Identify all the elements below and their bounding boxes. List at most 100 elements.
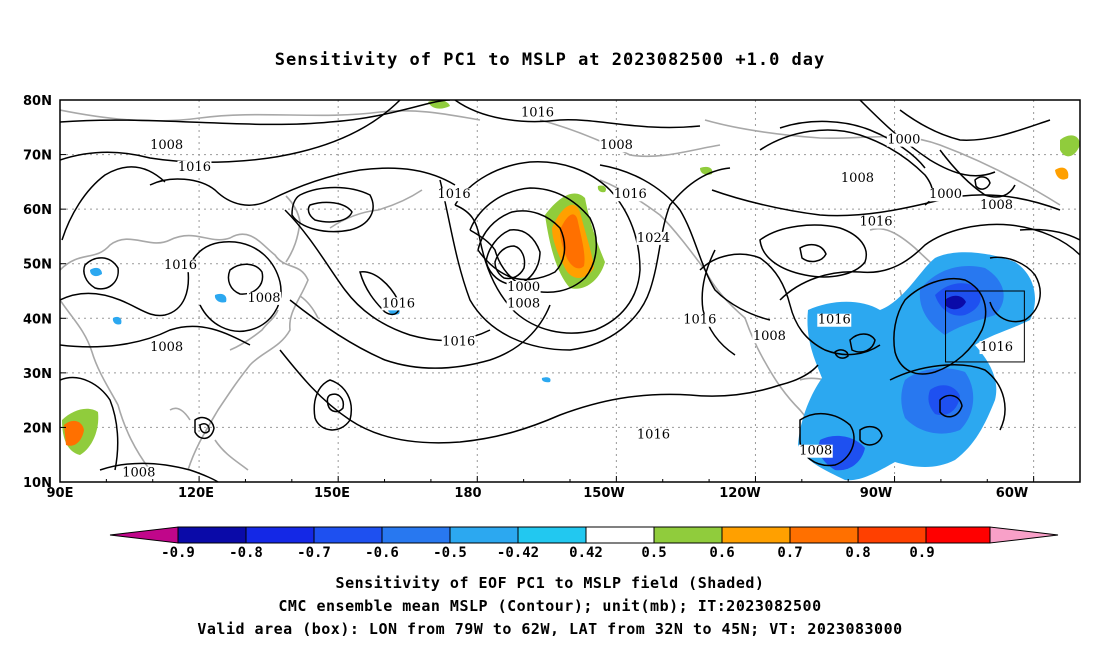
lat-tick-label: 60N [23,203,52,218]
contour-label: 1008 [247,291,280,306]
colorbar [109,526,1059,544]
lat-tick-label: 30N [23,367,52,382]
contour-label-bg [177,160,212,174]
colorbar-bin [925,526,991,544]
lon-tick-label: 120W [719,486,760,501]
contour-label-bg [613,188,648,202]
contour-label: 1008 [122,466,155,481]
contour-label-bg [840,171,875,185]
colorbar-bin [857,526,927,544]
contour-label-bg [506,297,541,311]
colorbar-labels: -0.9 -0.8 -0.7 -0.6 -0.5 -0.42 0.42 0.5 … [161,545,935,561]
colorbar-bin [653,526,723,544]
lat-tick-label: 80N [23,94,52,109]
contour-label: 1016 [683,313,716,328]
colorbar-label: -0.42 [497,545,539,561]
contour-label: 1008 [980,198,1013,213]
contour-label-bg [752,330,787,344]
lat-tick-label: 20N [23,421,52,436]
lon-tick-label: 90W [860,486,892,501]
contour-label: 1016 [637,427,670,442]
contour-label-bg [247,291,281,305]
footer-line-1: Sensitivity of EOF PC1 to MSLP field (Sh… [335,574,765,592]
colorbar-label: -0.6 [365,545,399,561]
contour-label: 1016 [382,296,415,311]
contour-label-bg [817,313,852,327]
colorbar-label: -0.9 [161,545,195,561]
lon-tick-label: 180 [454,486,481,501]
contour-label-bg [381,297,416,311]
contour-label: 1016 [438,187,471,202]
contour-label: 1016 [521,105,554,120]
colorbar-label: -0.5 [433,545,467,561]
contour-label-bg [520,106,555,120]
lon-axis: 90E 120E 150E 180 150W 120W 90W 60W [47,486,1029,501]
contour-label-bg [682,313,717,327]
lat-tick-label: 50N [23,258,52,273]
contour-label-bg [859,215,893,229]
contour-label-bg [798,444,833,458]
contour-label: 1000 [887,133,920,148]
colorbar-label: -0.8 [229,545,263,561]
colorbar-label: 0.5 [641,545,666,561]
colorbar-label: 0.8 [845,545,870,561]
contour-label-bg [121,466,156,480]
colorbar-bin [449,526,519,544]
sensitivity-shading [62,100,1080,481]
colorbar-bin [313,526,383,544]
contour-label: 1016 [818,313,851,328]
lon-tick-label: 90E [47,486,74,501]
contour-label: 1008 [799,444,832,459]
contour-label-bg [437,188,472,202]
colorbar-label: 0.9 [909,545,934,561]
lon-tick-label: 60W [996,486,1028,501]
contour-label: 1008 [150,138,183,153]
contour-label-bg [636,428,671,442]
colorbar-label: 0.7 [777,545,802,561]
axis-ticks [59,99,1081,483]
colorbar-bin [585,526,655,544]
contour-label: 1016 [859,215,892,230]
valid-area-box [945,290,1025,363]
contour-label: 1008 [841,171,874,186]
contour-label-bg [636,231,671,245]
contour-label: 1016 [442,335,475,350]
lon-tick-label: 150W [583,486,624,501]
contour-label: 1008 [150,340,183,355]
contour-label-bg [506,281,541,294]
contour-label-bg [149,341,184,355]
lat-tick-label: 10N [23,476,52,491]
colorbar-label: 0.42 [569,545,603,561]
colorbar-bin [721,526,791,544]
contour-label: 1008 [600,138,633,153]
contour-label-bg [886,133,921,147]
lat-tick-label: 40N [23,312,52,327]
contour-label-bg [599,139,634,153]
lon-tick-label: 150E [314,486,350,501]
colorbar-bin [381,526,451,544]
contour-label: 1016 [178,160,211,175]
contour-label: 1008 [753,329,786,344]
lat-axis: 80N 70N 60N 50N 40N 30N 20N 10N [23,94,52,491]
contour-label: 1024 [637,231,670,246]
contour-label: 1000 [929,187,962,202]
lon-tick-label: 120E [178,486,214,501]
contour-label-bg [441,335,476,349]
chart-title: Sensitivity of PC1 to MSLP at 2023082500… [274,50,826,70]
contour-label-bg [163,259,198,273]
colorbar-bin [177,526,247,544]
contour-label-bg [979,199,1014,213]
colorbar-bin [789,526,859,544]
contour-label: 1000 [507,280,540,295]
contour-label: 1016 [980,340,1013,355]
footer-line-3: Valid area (box): LON from 79W to 62W, L… [197,620,903,638]
contour-label: 1016 [614,187,647,202]
contour-label-bg [928,188,963,202]
contour-label: 1008 [507,296,540,311]
lat-tick-label: 70N [23,149,52,164]
colorbar-label: -0.7 [297,545,331,561]
contour-label-bg [149,139,184,153]
contour-label: 1016 [164,258,197,273]
